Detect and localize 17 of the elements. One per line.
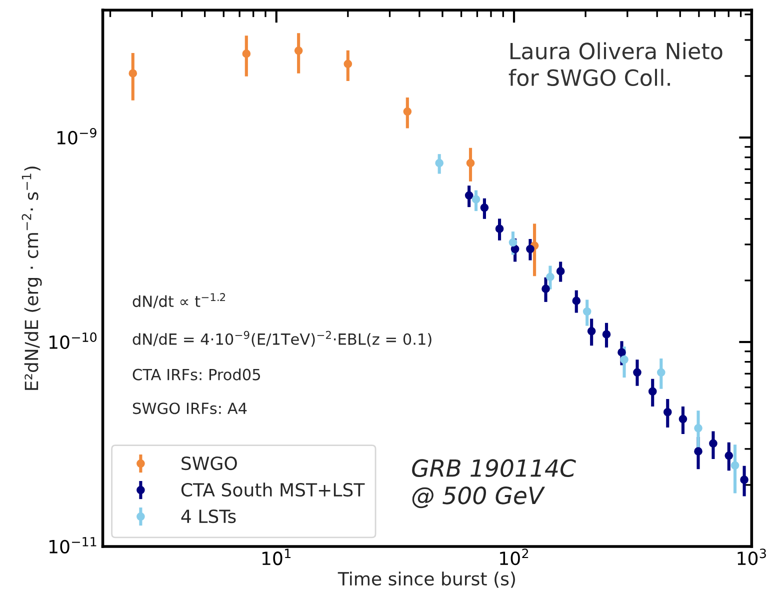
legend-label: CTA South MST+LST (181, 482, 365, 497)
annotation: dN/dt ∝ t$^{−1.2}$ (132, 293, 226, 308)
annotation: GRB 190114C @ 500 GeV (412, 459, 576, 508)
annotation: dN/dE = 4·10$^{−9}$(E/1TeV)$^{−2}$·EBL(z = 0.1) (132, 330, 432, 347)
x-tick-label: 10$^{3}$ (738, 548, 766, 566)
y-axis-title: E²dN/dE (erg · cm$^{−2}$· s$^{−1}$) (22, 166, 42, 390)
y-tick-label: 10$^{−10}$ (50, 332, 97, 349)
x-tick-label: 10$^{1}$ (262, 548, 291, 566)
x-axis-title: Time since burst (s) (338, 572, 515, 588)
x-tick-label: 10$^{2}$ (500, 548, 528, 566)
y-tick-label: 10$^{−11}$ (50, 537, 96, 554)
annotation: CTA IRFs: Prod05 (132, 368, 260, 380)
legend-label: 4 LSTs (181, 509, 236, 524)
legend-label: SWGO (182, 456, 237, 470)
y-tick-label: 10$^{−9}$ (57, 128, 96, 145)
annotation: Laura Olivera Nieto for SWGO Coll. (508, 42, 722, 86)
annotation: SWGO IRFs: A4 (132, 402, 247, 414)
